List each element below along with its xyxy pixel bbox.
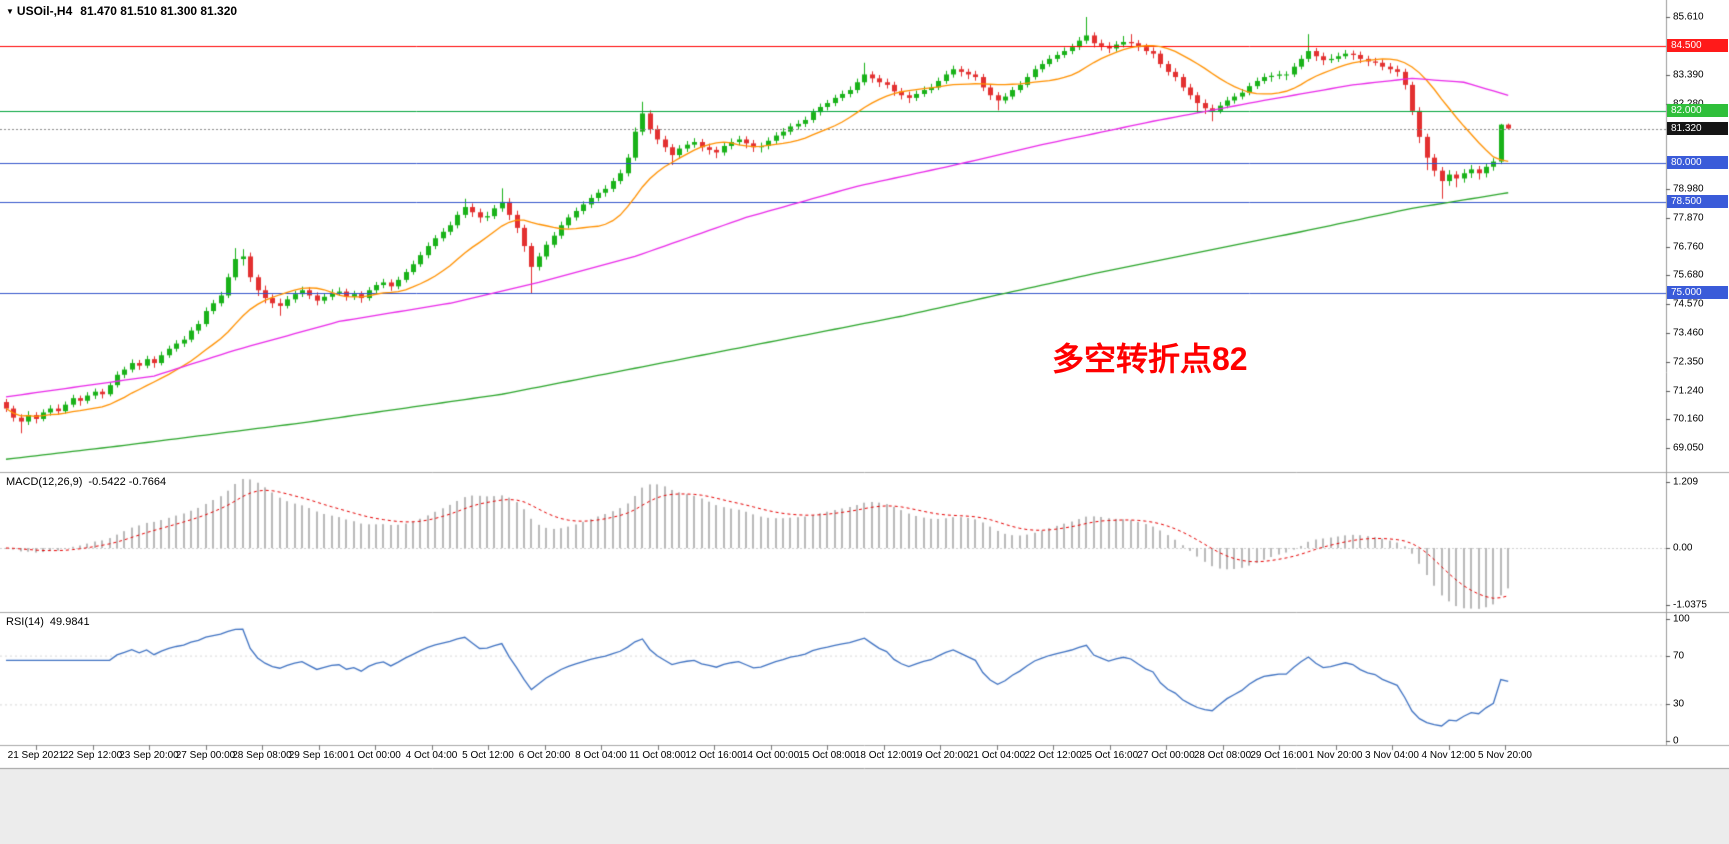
axis-tick: 74.570 <box>1673 298 1704 310</box>
time-axis-label: 8 Oct 04:00 <box>575 750 627 761</box>
time-axis-label: 22 Oct 12:00 <box>1024 750 1082 761</box>
axis-tick: 100 <box>1673 613 1690 625</box>
rsi-indicator-label: RSI(14) 49.9841 <box>6 616 96 628</box>
time-axis-label: 4 Oct 04:00 <box>405 750 458 761</box>
time-axis-label: 27 Sep 00:00 <box>175 750 236 761</box>
axis-tick: 70.160 <box>1673 413 1704 425</box>
time-axis-label: 3 Nov 04:00 <box>1365 750 1419 761</box>
axis-tick: 77.870 <box>1673 212 1704 224</box>
symbol-name: USOil-,H4 <box>16 4 73 18</box>
macd-values: -0.5422 -0.7664 <box>88 476 167 488</box>
axis-tick: 75.680 <box>1673 269 1704 281</box>
time-axis-label: 29 Oct 16:00 <box>1250 750 1308 761</box>
time-axis-label: 29 Sep 16:00 <box>288 750 349 761</box>
time-axis-label: 21 Sep 2021 <box>7 750 65 761</box>
time-axis-label: 11 Oct 08:00 <box>629 750 686 761</box>
price-line-badge: 78.500 <box>1667 195 1728 209</box>
macd-indicator-label: MACD(12,26,9) -0.5422 -0.7664 <box>6 476 172 488</box>
time-axis-label: 5 Oct 12:00 <box>462 750 514 761</box>
price-axis[interactable]: 85.610 83.390 82.280 78.980 77.870 76.760 75.6… <box>1666 0 1729 747</box>
price-line-badge: 84.500 <box>1667 39 1728 53</box>
time-axis-label: 21 Oct 04:00 <box>967 750 1026 761</box>
time-axis-label: 23 Sep 20:00 <box>119 750 179 761</box>
time-axis-label: 4 Nov 12:00 <box>1421 750 1476 761</box>
axis-tick: 30 <box>1673 698 1685 710</box>
time-axis-label: 5 Nov 20:00 <box>1478 750 1532 761</box>
symbol-marker-icon: ▼ <box>6 7 14 16</box>
axis-tick: -1.0375 <box>1673 599 1707 611</box>
time-axis-label: 12 Oct 16:00 <box>685 750 743 761</box>
axis-tick: 83.390 <box>1673 69 1704 81</box>
axis-tick: 82.280 <box>1673 98 1704 109</box>
time-axis-label: 14 Oct 00:00 <box>741 750 800 761</box>
current-price-badge: 81.320 <box>1667 122 1728 136</box>
time-axis-label: 1 Nov 20:00 <box>1308 750 1363 761</box>
axis-tick: 76.760 <box>1673 241 1704 253</box>
rsi-value: 49.9841 <box>49 616 90 628</box>
axis-tick: 0.00 <box>1673 542 1693 554</box>
price-line-badge: 75.000 <box>1667 286 1728 300</box>
axis-tick: 72.350 <box>1673 356 1704 368</box>
symbol-title: ▼ USOil-,H4 81.470 81.510 81.300 81.320 <box>6 4 237 18</box>
price-line-badge: 80.000 <box>1667 156 1728 170</box>
time-axis-label: 22 Sep 12:00 <box>62 750 123 761</box>
time-axis-label: 6 Oct 20:00 <box>518 750 571 761</box>
time-axis[interactable]: 21 Sep 2021 22 Sep 12:00 23 Sep 20:00 27 Se… <box>0 745 1729 768</box>
time-axis-label: 27 Oct 00:00 <box>1137 750 1195 761</box>
axis-tick: 73.460 <box>1673 327 1704 339</box>
axis-tick: 78.980 <box>1673 183 1704 195</box>
time-axis-label: 1 Oct 00:00 <box>349 750 401 761</box>
ohlc-values: 81.470 81.510 81.300 81.320 <box>80 4 238 18</box>
time-axis-label: 18 Oct 12:00 <box>854 750 913 761</box>
time-axis-label: 28 Oct 08:00 <box>1193 750 1252 761</box>
axis-tick: 85.610 <box>1673 11 1704 23</box>
price-line-badge: 82.000 <box>1667 104 1728 118</box>
rsi-name: RSI(14) <box>6 616 44 628</box>
time-axis-label: 25 Oct 16:00 <box>1080 750 1139 761</box>
axis-tick: 69.050 <box>1673 442 1704 454</box>
axis-tick: 70 <box>1673 650 1685 662</box>
time-axis-label: 28 Sep 08:00 <box>232 750 292 761</box>
time-axis-label: 19 Oct 20:00 <box>911 750 969 761</box>
axis-tick: 71.240 <box>1673 385 1704 397</box>
axis-tick: 1.209 <box>1673 476 1699 487</box>
time-axis-label: 15 Oct 08:00 <box>798 750 856 761</box>
annotation-text: 多空转折点82 <box>1052 341 1248 377</box>
macd-name: MACD(12,26,9) <box>6 476 83 488</box>
axis-tick: 0 <box>1673 735 1679 747</box>
